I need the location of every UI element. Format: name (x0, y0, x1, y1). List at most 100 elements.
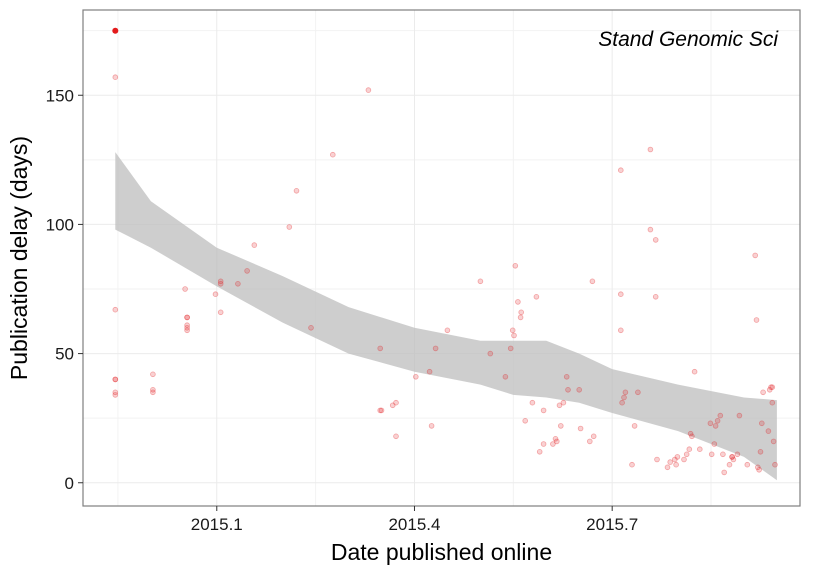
data-point (589, 278, 596, 285)
data-point (757, 448, 764, 455)
data-point (687, 430, 694, 437)
data-point (536, 448, 543, 455)
data-point (150, 386, 156, 393)
x-axis-title: Date published online (331, 539, 552, 565)
data-point (708, 451, 715, 458)
data-point (432, 345, 439, 352)
data-point (621, 394, 627, 401)
data-point (617, 291, 624, 298)
data-point (652, 293, 659, 300)
grid-minor (83, 10, 800, 506)
data-point (389, 402, 396, 409)
data-point (766, 386, 773, 393)
data-point (726, 461, 733, 468)
data-point (112, 306, 119, 313)
journal-annotation: Stand Genomic Sci (598, 28, 779, 51)
data-point (502, 373, 509, 380)
data-point (217, 309, 224, 316)
data-points (112, 27, 778, 476)
plot-border (82, 9, 801, 507)
data-point (550, 441, 556, 447)
data-point (244, 268, 250, 274)
data-point (507, 345, 514, 352)
data-point (393, 399, 399, 406)
data-point (683, 451, 690, 458)
data-point (654, 456, 660, 463)
data-point (758, 420, 765, 427)
data-point (736, 412, 743, 419)
data-point (517, 314, 524, 321)
data-point (112, 376, 119, 383)
data-point (365, 87, 372, 93)
data-point (770, 438, 777, 445)
data-point (691, 368, 698, 375)
data-point (426, 368, 433, 375)
data-point (714, 417, 721, 424)
confidence-ribbon (115, 152, 777, 481)
data-point (671, 456, 678, 463)
data-point (664, 464, 671, 471)
data-point (729, 454, 735, 460)
data-point (629, 461, 635, 468)
data-point (754, 464, 761, 471)
data-point (717, 412, 724, 419)
data-point (590, 433, 597, 440)
data-point (444, 327, 451, 334)
data-point (540, 441, 547, 447)
data-point (652, 237, 659, 243)
data-point (647, 226, 654, 233)
data-point (689, 433, 695, 440)
data-point (393, 433, 399, 440)
data-point (712, 423, 719, 429)
data-point (553, 438, 560, 445)
x-axis: 2015.1 2015.4 2015.7 (191, 506, 638, 534)
data-point (769, 384, 776, 391)
x-tick-label: 2015.4 (388, 515, 440, 534)
y-tick-label: 100 (46, 215, 74, 234)
data-point (560, 399, 567, 406)
data-point (235, 280, 241, 287)
data-point (635, 389, 641, 396)
data-point (184, 314, 190, 321)
data-point (150, 371, 156, 378)
data-point (576, 386, 582, 393)
data-point (563, 373, 570, 380)
data-point (428, 423, 435, 429)
data-point (533, 293, 540, 300)
data-point (112, 74, 119, 80)
y-tick-label: 150 (46, 86, 74, 105)
data-point (529, 399, 536, 406)
data-point (752, 252, 758, 259)
data-point (378, 407, 385, 414)
data-point (487, 350, 494, 357)
data-point (673, 461, 679, 468)
x-tick-label: 2015.1 (191, 515, 243, 534)
data-point (721, 469, 727, 476)
data-point (329, 151, 336, 158)
y-tick-label: 0 (65, 474, 74, 493)
data-point (184, 324, 190, 331)
data-point (112, 392, 119, 398)
data-point (184, 322, 190, 329)
data-point (577, 425, 584, 432)
data-point (756, 466, 762, 473)
data-point (631, 423, 638, 429)
data-point (681, 456, 687, 463)
data-point (667, 459, 673, 465)
data-point (308, 324, 314, 331)
data-point (768, 384, 774, 391)
data-point (552, 435, 559, 442)
data-point (477, 278, 484, 285)
data-point (286, 224, 293, 230)
data-point (617, 327, 624, 334)
data-point (772, 461, 778, 468)
data-point (217, 280, 224, 287)
data-point (753, 317, 760, 323)
data-point (586, 438, 593, 445)
data-point (518, 309, 524, 316)
y-axis: 0 50 100 150 (46, 86, 83, 493)
highlight-point (112, 27, 119, 34)
data-point (112, 389, 119, 396)
data-point (696, 446, 703, 453)
data-point (734, 451, 741, 458)
